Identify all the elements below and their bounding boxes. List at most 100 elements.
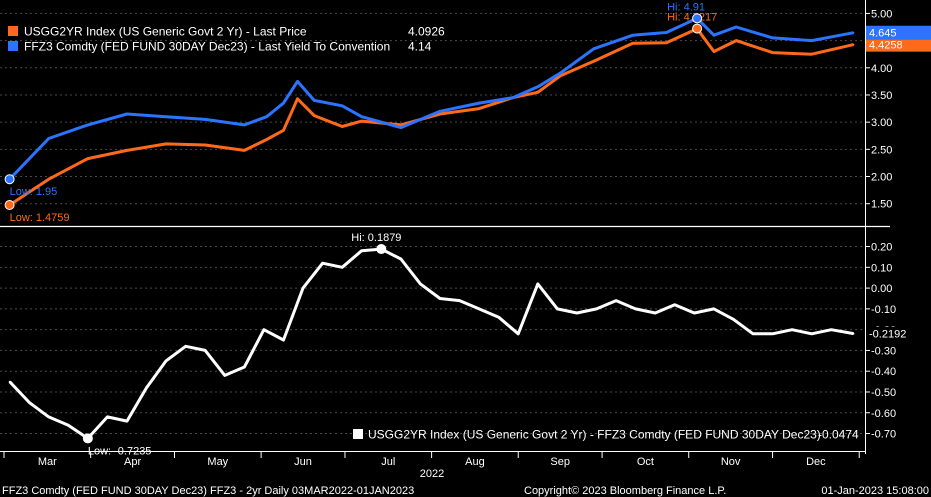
annotation-marker-lower-0-0 — [82, 433, 93, 444]
series-point-lower-0-41 — [810, 333, 813, 335]
series-point-upper-1-19 — [592, 47, 595, 50]
axis-tag-lower-0: -0.2192 — [869, 329, 906, 341]
series-point-upper-0-18 — [559, 75, 561, 77]
y-tick-label-lower-1: 0.10 — [871, 262, 892, 274]
y-tick-label-lower-5: -0.30 — [871, 345, 896, 357]
annotation-label-upper-1-0: Low: 1.95 — [10, 186, 58, 198]
annotation-marker-upper-1-0 — [4, 174, 15, 185]
series-point-upper-0-17 — [537, 91, 539, 94]
annotation-marker-upper-0-0 — [4, 200, 15, 211]
series-point-upper-0-20 — [632, 42, 634, 45]
footer-copyright: Copyright© 2023 Bloomberg Finance L.P. — [524, 485, 726, 497]
y-tick-label-lower-7: -0.50 — [871, 387, 896, 399]
legend-value-usgg2yr: 4.0926 — [408, 25, 445, 39]
series-point-upper-1-17 — [537, 86, 539, 88]
series-point-lower-0-35 — [693, 312, 696, 314]
series-point-upper-1-1 — [47, 137, 50, 140]
annotation-marker-upper-0-1 — [692, 23, 703, 34]
series-point-lower-0-7 — [145, 387, 148, 389]
series-point-lower-0-5 — [106, 416, 109, 418]
x-month-label-5: Aug — [465, 456, 485, 468]
legend-swatch-ffz3 — [8, 41, 18, 51]
series-point-upper-1-15 — [478, 102, 480, 104]
series-point-upper-1-16 — [511, 96, 514, 99]
series-point-upper-0-8 — [282, 129, 285, 132]
axis-tag-bg-upper-0 — [866, 37, 931, 52]
footer-security-info: FFZ3 Comdty (FED FUND 30DAY Dec23) FFZ3 … — [2, 485, 414, 497]
series-point-upper-0-23 — [713, 50, 715, 53]
series-point-upper-0-11 — [341, 125, 343, 128]
y-tick-label-upper-7: 1.50 — [871, 199, 892, 211]
series-point-lower-0-17 — [341, 266, 343, 269]
annotation-label-lower-0-0: Low: -0.7235 — [88, 445, 152, 457]
series-point-lower-0-18 — [360, 249, 363, 252]
series-point-lower-0-34 — [673, 303, 676, 306]
series-point-upper-1-26 — [810, 39, 813, 42]
annotation-marker-upper-1-1 — [692, 13, 703, 24]
series-point-upper-1-9 — [296, 80, 299, 83]
series-point-lower-0-23 — [458, 299, 461, 302]
legend-label-spread: USGG2YR Index (US Generic Govt 2 Yr) - F… — [368, 428, 821, 442]
series-point-lower-0-2 — [47, 416, 50, 418]
series-point-upper-1-21 — [665, 31, 668, 34]
legend-swatch-usgg2yr — [8, 26, 18, 36]
series-point-lower-0-39 — [771, 333, 774, 335]
series-line-upper-1 — [8, 16, 854, 181]
series-point-lower-0-15 — [302, 287, 304, 289]
series-point-lower-0-10 — [204, 349, 207, 352]
series-point-lower-0-20 — [400, 258, 402, 260]
series-point-lower-0-8 — [165, 360, 167, 362]
series-point-lower-0-38 — [752, 333, 754, 335]
y-tick-label-upper-2: 4.00 — [871, 63, 892, 75]
y-tick-label-lower-2: 0.00 — [871, 283, 892, 295]
legend-value-ffz3: 4.14 — [408, 40, 432, 54]
axis-tag-upper-0: 4.4258 — [869, 40, 903, 52]
series-point-upper-1-27 — [852, 31, 855, 34]
series-point-upper-0-1 — [47, 178, 50, 181]
series-point-lower-0-12 — [243, 366, 246, 368]
series-point-lower-0-32 — [634, 308, 637, 310]
series-point-upper-0-12 — [360, 120, 363, 122]
series-point-lower-0-37 — [732, 318, 735, 321]
series-point-upper-0-19 — [592, 60, 595, 63]
x-month-label-4: Jul — [381, 456, 395, 468]
series-point-lower-0-16 — [321, 262, 324, 264]
x-axis-year-label: 2022 — [420, 468, 444, 480]
series-point-upper-0-25 — [771, 51, 774, 54]
series-point-lower-0-14 — [282, 339, 285, 341]
axis-tag-upper-1: 4.645 — [869, 28, 897, 40]
legend-label-usgg2yr: USGG2YR Index (US Generic Govt 2 Yr) - L… — [24, 25, 307, 39]
series-point-upper-1-5 — [204, 118, 207, 121]
series-point-upper-0-2 — [87, 157, 89, 160]
series-point-upper-0-14 — [439, 113, 441, 115]
x-axis-month-labels: Mar Apr May Jun Jul Aug Sep Oct Nov Dec — [3, 452, 860, 468]
y-tick-label-lower-8: -0.60 — [871, 408, 896, 420]
series-point-lower-0-6 — [126, 420, 128, 422]
series-point-lower-0-21 — [419, 283, 422, 285]
series-point-lower-0-27 — [537, 283, 539, 285]
series-point-upper-1-20 — [632, 34, 634, 36]
annotation-label-lower-0-1: Hi: 0.1879 — [351, 232, 401, 244]
axis-tag-bg-upper-1 — [866, 25, 931, 40]
x-month-label-3: Jun — [294, 456, 312, 468]
series-point-lower-0-26 — [517, 333, 520, 335]
series-point-upper-0-10 — [313, 114, 316, 117]
series-point-lower-0-28 — [556, 308, 559, 310]
x-month-label-6: Sep — [550, 456, 570, 468]
series-point-lower-0-22 — [439, 297, 441, 300]
y-tick-label-lower-9: -0.70 — [871, 429, 896, 441]
series-point-lower-0-1 — [28, 401, 30, 404]
series-point-lower-0-42 — [830, 328, 833, 331]
gridlines — [0, 12, 865, 435]
legend-label-ffz3: FFZ3 Comdty (FED FUND 30DAY Dec23) - Las… — [24, 40, 390, 54]
series-point-upper-1-14 — [439, 110, 441, 113]
series-point-upper-1-3 — [126, 113, 128, 115]
x-month-label-7: Oct — [637, 456, 654, 468]
annotation-label-upper-0-0: Low: 1.4759 — [10, 212, 70, 224]
upper-legend: USGG2YR Index (US Generic Govt 2 Yr) - L… — [8, 25, 445, 54]
lower-legend: USGG2YR Index (US Generic Govt 2 Yr) - F… — [353, 428, 859, 442]
y-tick-label-upper-4: 3.00 — [871, 117, 892, 129]
